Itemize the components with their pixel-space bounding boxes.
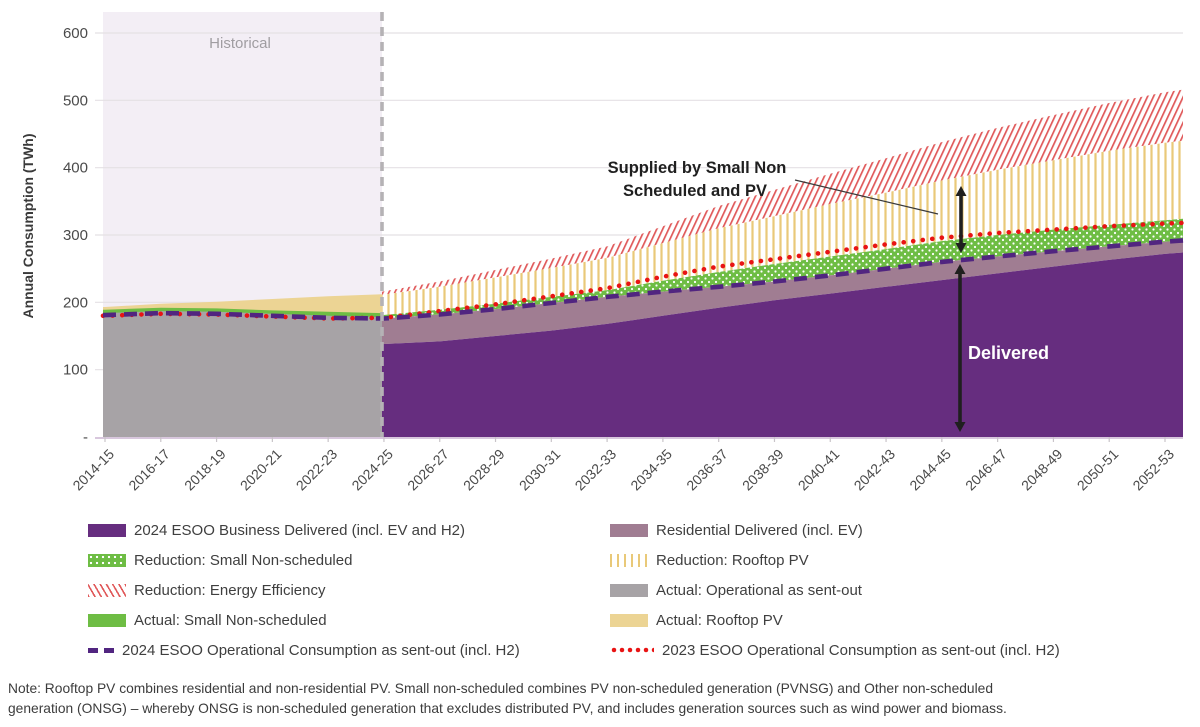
y-tick-label: 100 [63, 362, 88, 379]
legend-swatch-residential-delivered [610, 523, 648, 537]
annotation-supplied-line2: Scheduled and PV [623, 182, 767, 200]
y-tick-label: 600 [63, 25, 88, 42]
y-tick-label: 400 [63, 160, 88, 177]
x-tick-label: 2042-43 [851, 446, 899, 494]
legend-item: Actual: Operational as sent-out [610, 575, 1200, 605]
legend-item: Reduction: Rooftop PV [610, 545, 1200, 575]
legend-label: Residential Delivered (incl. EV) [656, 521, 863, 539]
legend-swatch-reduction-rooftop-pv [610, 553, 648, 567]
legend-label: 2024 ESOO Business Delivered (incl. EV a… [134, 521, 465, 539]
legend-swatch-actual-rooftop-pv [610, 613, 648, 627]
legend-swatch-actual-operational [610, 583, 648, 597]
legend-item: 2024 ESOO Business Delivered (incl. EV a… [88, 515, 610, 545]
x-tick-label: 2014-15 [69, 446, 117, 494]
y-tick-label: 300 [63, 227, 88, 244]
y-tick-label: 200 [63, 294, 88, 311]
x-tick-label: 2030-31 [516, 446, 564, 494]
historical-label: Historical [209, 35, 271, 52]
legend-swatch-reduction-energy-efficiency [88, 583, 126, 597]
area-residential-delivered [382, 240, 1183, 345]
legend-swatch-esoo-2024-line [88, 647, 114, 653]
legend-label: 2023 ESOO Operational Consumption as sen… [662, 641, 1060, 659]
x-tick-label: 2036-37 [683, 446, 731, 494]
note-line-2: generation (ONSG) – whereby ONSG is non-… [8, 701, 1007, 717]
line-esoo-2024-operational [103, 238, 1184, 321]
annotation-delivered: Delivered [968, 343, 1049, 363]
x-tick-label: 2032-33 [572, 446, 620, 494]
x-tick-label: 2028-29 [460, 446, 508, 494]
legend-item: 2024 ESOO Operational Consumption as sen… [88, 635, 610, 665]
x-tick-label: 2046-47 [962, 446, 1010, 494]
x-tick-label: 2034-35 [627, 446, 675, 494]
area-actual-operational-sent-out [103, 311, 382, 437]
annotation-connector-line [794, 179, 939, 215]
x-tick-label: 2038-39 [739, 446, 787, 494]
annotation-supplied-line1: Supplied by Small Non [608, 159, 787, 177]
y-tick-label: 500 [63, 92, 88, 109]
x-tick-label: 2050-51 [1074, 446, 1122, 494]
legend-item: Reduction: Small Non-scheduled [88, 545, 610, 575]
x-tick-label: 2024-25 [348, 446, 396, 494]
legend-label: 2024 ESOO Operational Consumption as sen… [122, 641, 520, 659]
legend-item: 2023 ESOO Operational Consumption as sen… [610, 635, 1200, 665]
legend-swatch-business-delivered [88, 523, 126, 537]
y-tick-label: - [83, 429, 88, 446]
note-text: Note: Rooftop PV combines residential an… [8, 679, 1192, 720]
area-business-delivered [382, 252, 1183, 437]
x-tick-label: 2044-45 [906, 446, 954, 494]
legend-label: Reduction: Small Non-scheduled [134, 551, 353, 569]
consumption-chart: 600 500 400 300 200 100 - Historical 2014-15 2016… [63, 12, 1186, 494]
x-tick-label: 2040-41 [795, 446, 843, 494]
legend-swatch-reduction-small-non-scheduled [88, 553, 126, 567]
x-tick-label: 2016-17 [125, 446, 173, 494]
legend-swatch-actual-small-non-scheduled [88, 613, 126, 627]
chart-legend: 2024 ESOO Business Delivered (incl. EV a… [88, 515, 1200, 665]
legend-item: Residential Delivered (incl. EV) [610, 515, 1200, 545]
arrow-delivered-head-bottom [954, 422, 966, 432]
arrow-supplied-head-bottom [955, 243, 967, 253]
legend-label: Actual: Small Non-scheduled [134, 611, 327, 629]
y-axis-title: Annual Consumption (TWh) [20, 133, 36, 319]
x-tick-label: 2022-23 [293, 446, 341, 494]
x-tick-label: 2048-49 [1018, 446, 1066, 494]
legend-item: Actual: Small Non-scheduled [88, 605, 610, 635]
x-tick-label: 2026-27 [404, 446, 452, 494]
legend-label: Actual: Rooftop PV [656, 611, 783, 629]
x-tick-label: 2018-19 [181, 446, 229, 494]
x-tick-label: 2020-21 [237, 446, 285, 494]
area-reduction-energy-efficiency [382, 89, 1183, 295]
legend-item: Reduction: Energy Efficiency [88, 575, 610, 605]
legend-swatch-esoo-2023-line [610, 647, 654, 653]
area-reduction-rooftop-pv [382, 140, 1183, 316]
x-tick-label: 2052-53 [1129, 446, 1177, 494]
note-line-1: Note: Rooftop PV combines residential an… [8, 681, 994, 696]
legend-label: Actual: Operational as sent-out [656, 581, 862, 599]
arrow-supplied-head-top [955, 186, 967, 196]
legend-label: Reduction: Energy Efficiency [134, 581, 326, 599]
arrow-delivered-head-top [954, 264, 966, 274]
legend-label: Reduction: Rooftop PV [656, 551, 809, 569]
legend-item: Actual: Rooftop PV [610, 605, 1200, 635]
